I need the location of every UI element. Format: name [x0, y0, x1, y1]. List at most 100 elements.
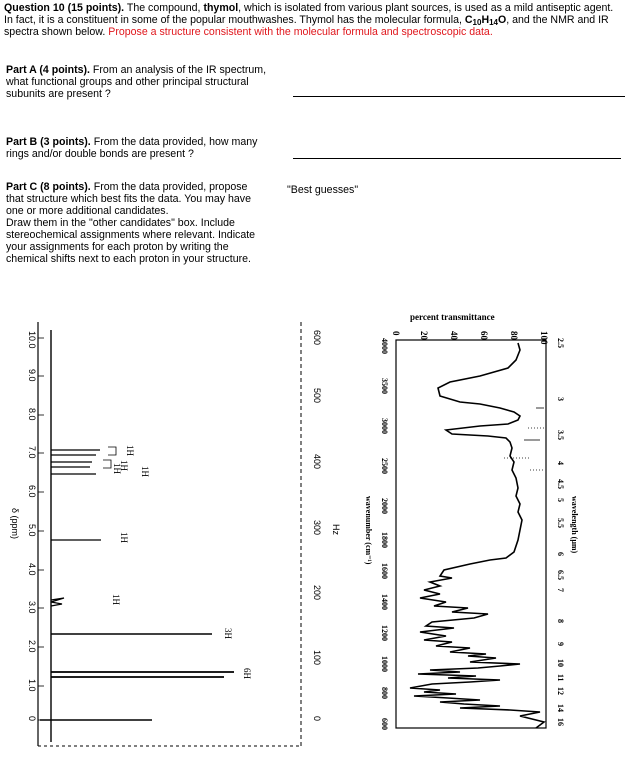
ir-pct-tick: 80	[509, 331, 519, 341]
ir-pct-tick: 0	[391, 331, 401, 336]
ir-wl-tick: 3	[556, 397, 565, 401]
ir-wn-tick: 2500	[380, 458, 389, 474]
ir-wl-tick: 4	[556, 461, 565, 465]
ir-pct-tick: 100	[539, 331, 549, 345]
instruction-text: Propose a structure consistent with the …	[108, 26, 493, 38]
part-b: Part B (3 points). From the data provide…	[6, 136, 274, 160]
ir-wn-tick: 3000	[380, 418, 389, 434]
nmr-ppm-tick: 3.0	[27, 601, 37, 614]
ir-pct-ticks: 0 20 40 60 80 100	[391, 331, 549, 345]
ir-wavelength-ticks: 2.5 3 3.5 4 4.5 5 5.5 6 6.5 7 8 9 10 11 …	[556, 338, 565, 726]
nmr-ppm-tick: 8.0	[27, 408, 37, 421]
nmr-integrations: 1H 1H 1H 1H 1H 1H 3H 6H	[111, 445, 252, 680]
nmr-ppm-tick: 4.0	[27, 563, 37, 576]
ir-wl-tick: 3.5	[556, 430, 565, 440]
nmr-ppm-tick: 0	[27, 716, 37, 721]
nmr-ppm-tick: 7.0	[27, 446, 37, 459]
ir-wl-tick: 6.5	[556, 570, 565, 580]
ir-top-label: percent transmittance	[410, 312, 495, 322]
nmr-integration-label: 1H	[125, 445, 135, 457]
nmr-integration-label: 3H	[223, 628, 233, 640]
nmr-hz-tick: 500	[312, 388, 322, 403]
ir-wl-tick: 2.5	[556, 338, 565, 348]
ir-trace	[409, 342, 546, 729]
part-a-text: From an analysis of the IR spectrum, wha…	[6, 64, 267, 100]
ir-frame	[395, 339, 547, 729]
nmr-spectrum: 10.0 9.0 8.0 7.0 6.0 5.0 4.0 3.0 2.0 1.0…	[10, 322, 341, 747]
nmr-ppm-tick: 2.0	[27, 640, 37, 653]
ir-wl-tick: 5	[556, 498, 565, 502]
part-c-text-1: From the data provided, propose that str…	[6, 181, 251, 217]
best-guesses-label: "Best guesses"	[287, 184, 359, 196]
ir-wn-tick: 1200	[380, 625, 389, 641]
molecular-formula: C10H14O	[464, 14, 507, 27]
ir-wl-tick: 6	[556, 552, 565, 556]
intro-text-2: , which is isolated from various plant s…	[4, 2, 614, 26]
ir-wavenumber-ticks: 4000 3500 3000 2500 2000 1800 1600 1400 …	[380, 338, 389, 730]
ir-wl-tick: 4.5	[556, 479, 565, 489]
question-intro: Question 10 (15 points). The compound, t…	[4, 2, 624, 38]
ir-wl-tick: 16	[556, 718, 565, 726]
ir-wl-tick: 5.5	[556, 518, 565, 528]
ir-wavelength-axis-label: wavelength (μm)	[570, 496, 579, 554]
part-b-label: Part B (3 points).	[6, 136, 91, 148]
nmr-hz-tick: 100	[312, 650, 322, 665]
nmr-hz-tick: 0	[312, 716, 322, 721]
nmr-hz-tick: 400	[312, 454, 322, 469]
nmr-ppm-tick: 9.0	[27, 369, 37, 382]
nmr-ppm-axis-label: δ (ppm)	[10, 508, 20, 539]
ir-wn-tick: 1000	[380, 656, 389, 672]
ir-wl-tick: 8	[556, 619, 565, 623]
ir-pct-tick: 60	[479, 331, 489, 341]
nmr-peak-ch	[50, 597, 65, 607]
nmr-integration-label: 1H	[119, 460, 129, 472]
ir-spectrum: percent transmittance 0 20 40 60 80 100 …	[364, 312, 579, 730]
part-b-answer-line[interactable]	[293, 158, 621, 159]
ir-wn-tick: 1800	[380, 532, 389, 548]
nmr-ppm-tick: 5.0	[27, 524, 37, 537]
nmr-ppm-tick: 1.0	[27, 679, 37, 692]
nmr-integration-label: 1H	[112, 463, 122, 475]
nmr-hz-tick: 200	[312, 585, 322, 600]
part-a: Part A (4 points). From an analysis of t…	[6, 64, 268, 100]
compound-name: thymol	[203, 2, 239, 14]
nmr-ppm-tick: 6.0	[27, 485, 37, 498]
ir-wl-tick: 14	[556, 704, 565, 712]
nmr-peaks	[40, 449, 234, 721]
nmr-ppm-ticks: 10.0 9.0 8.0 7.0 6.0 5.0 4.0 3.0 2.0 1.0…	[27, 331, 37, 721]
ir-wl-tick: 12	[556, 687, 565, 695]
ir-pct-tick: 40	[449, 331, 459, 341]
part-c: Part C (8 points). From the data provide…	[6, 181, 264, 265]
ir-reference-marks	[504, 407, 544, 471]
ir-wn-tick: 4000	[380, 338, 389, 354]
part-c-label: Part C (8 points).	[6, 181, 91, 193]
intro-text-3: , and the NMR and IR spectra shown below…	[4, 14, 609, 38]
ir-wn-tick: 600	[380, 718, 389, 730]
nmr-integration-label: 1H	[119, 532, 129, 544]
nmr-hz-axis-label: Hz	[331, 524, 341, 535]
part-a-label: Part A (4 points).	[6, 64, 90, 76]
nmr-hz-ticks: 600 500 400 300 200 100 0	[312, 330, 322, 721]
ir-wl-tick: 7	[556, 588, 565, 592]
ir-wn-tick: 1400	[380, 594, 389, 610]
ir-wn-tick: 2000	[380, 498, 389, 514]
nmr-minor-ticks	[38, 337, 44, 721]
nmr-hz-tick: 300	[312, 520, 322, 535]
part-c-text-2: Draw them in the "other candidates" box.…	[6, 217, 256, 265]
ir-wl-tick: 11	[556, 674, 565, 682]
nmr-hz-tick: 600	[312, 330, 322, 345]
nmr-integration-steps	[103, 446, 117, 469]
ir-wn-tick: 3500	[380, 378, 389, 394]
ir-wl-tick: 9	[556, 642, 565, 646]
nmr-ppm-tick: 10.0	[27, 331, 37, 349]
ir-wavenumber-axis-label: wavenumber (cm⁻¹)	[364, 496, 373, 565]
ir-pct-tick: 20	[419, 331, 429, 341]
ir-wl-tick: 10	[556, 659, 565, 667]
nmr-integration-label: 1H	[111, 594, 121, 606]
part-b-text: From the data provided, how many rings a…	[6, 136, 258, 160]
ir-wn-tick: 1600	[380, 563, 389, 579]
part-a-answer-line[interactable]	[293, 96, 625, 97]
nmr-integration-label: 1H	[140, 466, 150, 478]
question-number: Question 10 (15 points).	[4, 2, 125, 14]
